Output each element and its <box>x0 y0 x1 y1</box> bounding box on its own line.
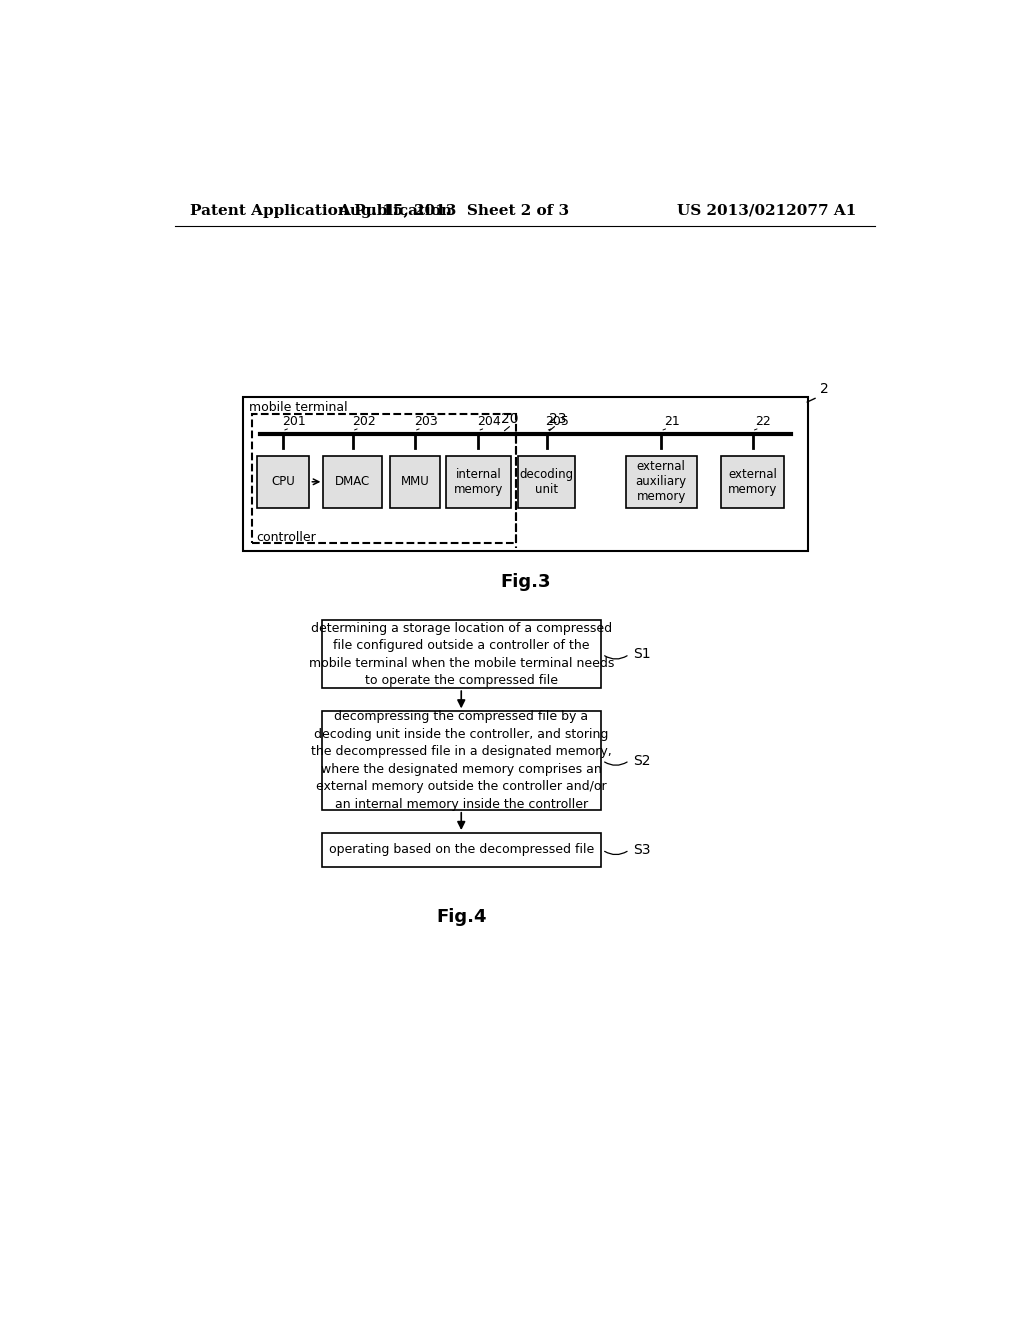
Text: 202: 202 <box>351 416 376 428</box>
Bar <box>322 833 601 867</box>
Text: Fig.4: Fig.4 <box>436 908 486 925</box>
Text: 201: 201 <box>282 416 306 428</box>
Bar <box>445 455 511 508</box>
Bar <box>626 455 697 508</box>
Text: 22: 22 <box>756 416 771 428</box>
Text: 204: 204 <box>477 416 501 428</box>
Text: S1: S1 <box>633 647 651 661</box>
Text: mobile terminal: mobile terminal <box>249 401 347 414</box>
Text: operating based on the decompressed file: operating based on the decompressed file <box>329 843 594 857</box>
Bar <box>324 455 382 508</box>
Text: decoding
unit: decoding unit <box>519 467 573 496</box>
Text: CPU: CPU <box>271 475 295 488</box>
Text: DMAC: DMAC <box>335 475 371 488</box>
Text: controller: controller <box>256 531 315 544</box>
Text: determining a storage location of a compressed
file configured outside a control: determining a storage location of a comp… <box>308 622 614 686</box>
Bar <box>243 397 809 552</box>
Text: 20: 20 <box>502 412 519 425</box>
Bar <box>257 455 309 508</box>
Text: Fig.3: Fig.3 <box>501 573 551 591</box>
Text: external
auxiliary
memory: external auxiliary memory <box>636 461 687 503</box>
Bar <box>322 620 601 688</box>
Text: internal
memory: internal memory <box>454 467 503 496</box>
Text: S3: S3 <box>633 843 651 857</box>
Bar <box>721 455 784 508</box>
Bar <box>390 455 439 508</box>
Text: US 2013/0212077 A1: US 2013/0212077 A1 <box>677 203 856 218</box>
Text: 23: 23 <box>549 412 567 425</box>
Text: 2: 2 <box>820 383 828 396</box>
Bar <box>322 711 601 810</box>
Text: Patent Application Publication: Patent Application Publication <box>190 203 452 218</box>
Text: 203: 203 <box>414 416 437 428</box>
Bar <box>518 455 575 508</box>
Text: decompressing the compressed file by a
decoding unit inside the controller, and : decompressing the compressed file by a d… <box>311 710 611 810</box>
Text: MMU: MMU <box>400 475 429 488</box>
Text: S2: S2 <box>633 754 651 767</box>
Bar <box>252 414 515 544</box>
Text: external
memory: external memory <box>728 467 777 496</box>
Text: 205: 205 <box>546 416 569 428</box>
Text: 21: 21 <box>665 416 680 428</box>
Text: Aug. 15, 2013  Sheet 2 of 3: Aug. 15, 2013 Sheet 2 of 3 <box>338 203 569 218</box>
